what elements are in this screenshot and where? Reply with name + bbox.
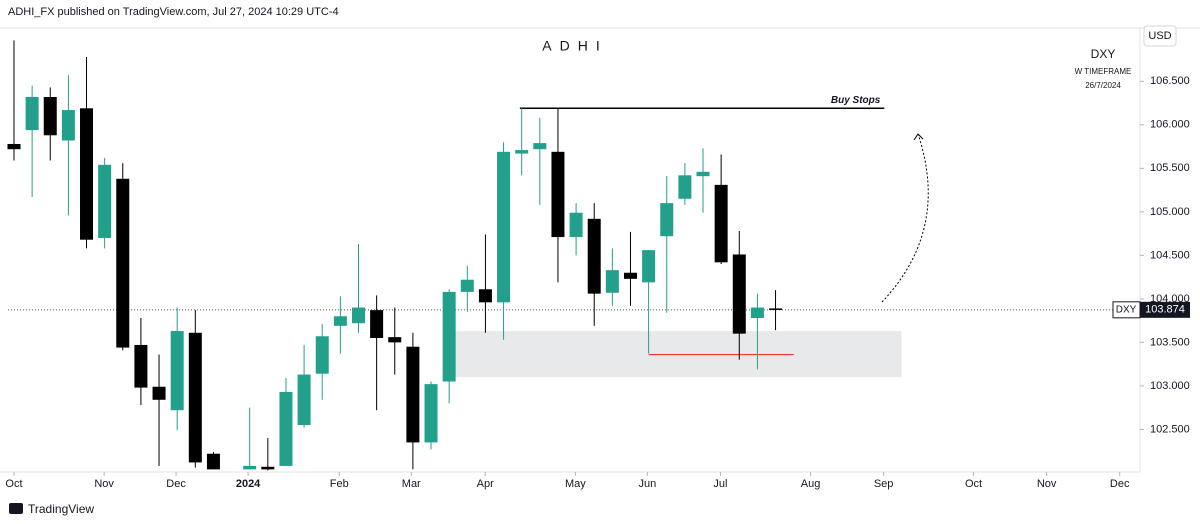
candle-body: [406, 346, 420, 443]
x-tick-label: Dec: [1110, 478, 1130, 490]
symbol: DXY: [1091, 47, 1116, 61]
candle-body: [351, 307, 365, 324]
candle-body: [515, 150, 529, 154]
candle-body: [497, 151, 511, 303]
y-tick-label: 106.500: [1150, 75, 1190, 87]
x-tick-label: Sep: [874, 478, 894, 490]
candle-body: [732, 254, 746, 334]
x-tick-label: Feb: [330, 478, 349, 490]
candle-body: [678, 175, 692, 199]
candle-body: [660, 203, 674, 237]
candle-body: [243, 465, 257, 470]
projection-arrow: [881, 133, 929, 303]
y-tick-label: 103.500: [1150, 336, 1190, 348]
arrow-head: [913, 133, 924, 141]
price-tag: [1140, 301, 1190, 318]
candle-body: [569, 212, 583, 238]
candle-body: [80, 108, 94, 240]
footer: TradingView: [28, 502, 94, 516]
candle-body: [424, 384, 438, 443]
candle-body: [551, 151, 565, 238]
timeframe: W TIMEFRAME: [1075, 67, 1132, 76]
candle-body: [714, 184, 728, 263]
candle-body: [261, 466, 275, 470]
x-tick-label: Nov: [94, 478, 114, 490]
candle-body: [696, 171, 710, 177]
y-tick-label: 104.000: [1150, 293, 1190, 305]
candle-body: [188, 332, 202, 463]
candle-body: [7, 143, 21, 150]
candle-body: [623, 272, 637, 279]
chart-title: ADHI: [542, 38, 607, 54]
y-tick-label: 103.000: [1150, 380, 1190, 392]
candle-body: [315, 336, 329, 374]
x-tick-label: 2024: [236, 478, 261, 490]
y-tick-label: 104.500: [1150, 249, 1190, 261]
candle-body: [25, 96, 39, 131]
y-tick-label: 106.000: [1150, 119, 1190, 131]
candle-body: [297, 374, 311, 426]
candle-body: [769, 308, 783, 310]
candle-body: [61, 110, 75, 141]
candle-body: [170, 331, 184, 411]
x-tick-label: Oct: [965, 478, 982, 490]
candle-body: [533, 143, 547, 150]
candle-body: [605, 270, 619, 293]
logo: [9, 503, 23, 514]
y-tick-label: 102.500: [1150, 423, 1190, 435]
currency[interactable]: USD: [1148, 30, 1171, 42]
candle-body: [750, 307, 764, 318]
y-tick-label: 105.500: [1150, 162, 1190, 174]
x-tick-label: May: [565, 478, 586, 490]
header: ADHI_FX published on TradingView.com, Ju…: [8, 6, 339, 18]
candle-body: [370, 310, 384, 339]
candle-body: [43, 96, 57, 136]
candle-body: [587, 218, 601, 294]
candle-body: [642, 250, 656, 283]
candle-body: [279, 391, 293, 466]
candle-body: [116, 178, 130, 348]
x-tick-label: Nov: [1037, 478, 1057, 490]
x-tick-label: Oct: [5, 478, 22, 490]
buy-stops-label: Buy Stops: [831, 95, 881, 106]
candle-body: [98, 164, 112, 238]
x-tick-label: Mar: [402, 478, 421, 490]
x-tick-label: Dec: [166, 478, 186, 490]
currency-box[interactable]: [1143, 25, 1177, 47]
candle-body: [388, 337, 402, 343]
candle-body: [206, 453, 220, 470]
x-tick-label: Jul: [713, 478, 727, 490]
symbol-tag-label: DXY: [1116, 304, 1137, 315]
candle-body: [134, 344, 148, 388]
x-tick-label: Jun: [638, 478, 656, 490]
candle-body: [460, 279, 474, 292]
price-tag-label: 103.874: [1145, 304, 1185, 316]
y-tick-label: 105.000: [1150, 206, 1190, 218]
candle-body: [333, 316, 347, 326]
x-tick-label: Apr: [477, 478, 494, 490]
date-note: 26/7/2024: [1085, 81, 1121, 90]
candle-body: [442, 291, 456, 382]
candle-body: [478, 289, 492, 303]
candle-body: [152, 386, 166, 400]
x-tick-label: Aug: [801, 478, 821, 490]
